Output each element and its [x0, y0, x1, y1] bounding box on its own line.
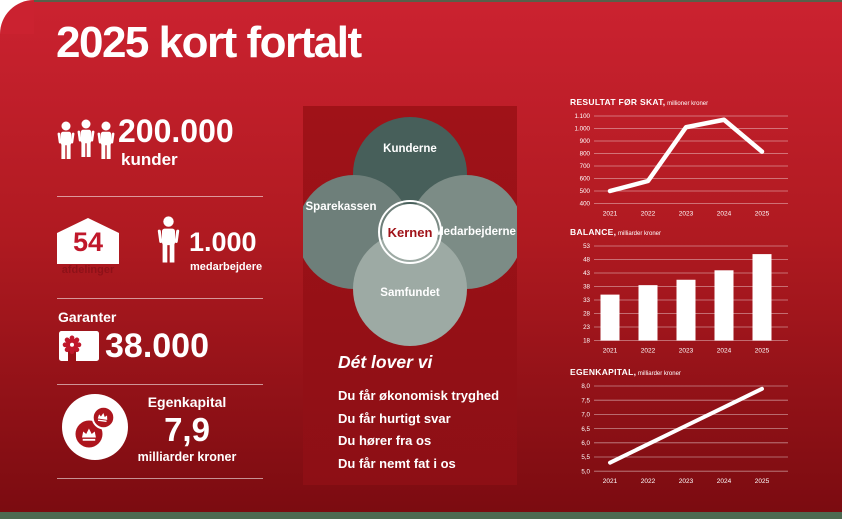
svg-text:2023: 2023	[679, 478, 694, 485]
egenkapital-label: milliarder kroner	[137, 450, 237, 464]
svg-text:38: 38	[583, 284, 590, 291]
person-icon	[157, 216, 180, 263]
medarbejdere-label: medarbejdere	[190, 261, 263, 273]
house-icon	[57, 218, 119, 264]
kunder-label: kunder	[121, 150, 178, 169]
award-icon	[59, 331, 99, 369]
egenkapital-value: 7,9	[164, 411, 210, 448]
svg-text:2024: 2024	[717, 478, 732, 485]
svg-text:500: 500	[580, 188, 591, 195]
svg-text:700: 700	[580, 163, 591, 170]
garanter-value: 38.000	[105, 327, 209, 365]
balance-plot: 53 48 43 38 33 28 23 18 2021 2022 2023 2024 2025	[583, 243, 788, 355]
svg-text:6,0: 6,0	[581, 440, 590, 447]
kunder-value: 200.000	[118, 113, 234, 149]
svg-text:2023: 2023	[679, 348, 694, 355]
svg-text:33: 33	[583, 297, 590, 304]
divider	[57, 298, 263, 299]
svg-text:7,5: 7,5	[581, 397, 590, 404]
svg-text:600: 600	[580, 176, 591, 183]
egenkapital-plot: 8,0 7,5 7,0 6,5 6,0 5,5 5,0 2021 2022 2023 2024 202…	[581, 383, 788, 485]
svg-text:5,5: 5,5	[581, 454, 590, 461]
garanter-heading: Garanter	[58, 309, 117, 325]
promises-heading: Dét lover vi	[338, 352, 433, 372]
svg-text:2024: 2024	[717, 348, 732, 355]
svg-text:2021: 2021	[603, 348, 618, 355]
svg-text:43: 43	[583, 270, 590, 277]
svg-text:2022: 2022	[641, 478, 656, 485]
people-icon	[57, 119, 115, 159]
svg-text:7,0: 7,0	[581, 412, 590, 419]
venn-label-right: Medarbejderne	[434, 226, 516, 238]
venn-label-top: Kunderne	[383, 143, 437, 155]
venn-label-bottom: Samfundet	[380, 287, 440, 299]
charts-column: RESULTAT FØR SKAT, millioner kroner 1.100…	[570, 0, 800, 519]
core-values-panel: Kunderne Sparekassen Medarbejderne Samfu…	[303, 106, 517, 485]
divider	[57, 196, 263, 197]
promise-item: Du får økonomisk tryghed	[338, 388, 500, 403]
svg-text:2025: 2025	[755, 478, 770, 485]
egenkapital-chart: EGENKAPITAL, milliarder kroner 8,0 7,5 7,0 6…	[570, 367, 795, 488]
svg-text:900: 900	[580, 138, 591, 145]
svg-text:2021: 2021	[603, 478, 618, 485]
afdelinger-label: afdelinger	[61, 264, 115, 276]
svg-text:2025: 2025	[755, 348, 770, 355]
egenkapital-chart-title: EGENKAPITAL, milliarder kroner	[570, 367, 681, 377]
egenkapital-heading: Egenkapital	[147, 394, 227, 410]
egenkapital-stat: Egenkapital 7,9 milliarder kroner	[131, 394, 243, 464]
promises-list: Du får økonomisk tryghed Du får hurtigt …	[338, 388, 499, 478]
promise-item: Du får nemt fat i os	[338, 455, 456, 471]
afdelinger-value: 54	[72, 227, 104, 257]
divider	[57, 478, 263, 479]
balance-chart-title: BALANCE, milliarder kroner	[570, 227, 662, 237]
svg-text:2022: 2022	[641, 211, 656, 218]
venn-center-badge: Kernen	[378, 200, 442, 264]
svg-text:2025: 2025	[755, 211, 770, 218]
svg-text:1.000: 1.000	[575, 126, 591, 133]
svg-text:1.100: 1.100	[575, 113, 591, 120]
coins-icon	[62, 394, 128, 460]
resultat-foer-skat-plot: 1.100 1.000 900 800 700 600 500 400 2021 2022 2023…	[575, 113, 788, 218]
svg-text:28: 28	[583, 311, 590, 318]
top-accent-line	[0, 0, 842, 2]
medarbejdere-value: 1.000	[189, 227, 257, 257]
page-corner	[0, 0, 34, 34]
svg-text:2023: 2023	[679, 211, 694, 218]
venn-label-left: Sparekassen	[305, 201, 377, 213]
footer-bar	[0, 512, 842, 519]
svg-text:48: 48	[583, 257, 590, 264]
promise-item: Du får hurtigt svar	[338, 410, 451, 426]
divider	[57, 384, 263, 385]
svg-text:6,5: 6,5	[581, 426, 590, 433]
resultat-foer-skat-chart-title: RESULTAT FØR SKAT, millioner kroner	[570, 97, 709, 107]
svg-text:18: 18	[583, 338, 590, 345]
svg-text:5,0: 5,0	[581, 468, 590, 475]
svg-text:400: 400	[580, 201, 591, 208]
svg-text:2024: 2024	[717, 211, 732, 218]
svg-text:8,0: 8,0	[581, 383, 590, 390]
promise-item: Du hører fra os	[338, 433, 432, 448]
venn-center-label: Kernen	[387, 224, 433, 240]
svg-text:2021: 2021	[603, 211, 618, 218]
balance-chart: BALANCE, milliarder kroner 53 48 43 38 33 28 23…	[570, 227, 795, 358]
resultat-foer-skat-chart: RESULTAT FØR SKAT, millioner kroner 1.100…	[570, 97, 795, 221]
svg-text:800: 800	[580, 151, 591, 158]
svg-text:53: 53	[583, 243, 590, 250]
svg-text:23: 23	[583, 324, 590, 331]
page-title: 2025 kort fortalt	[56, 18, 362, 67]
svg-text:2022: 2022	[641, 348, 656, 355]
branches-stat: 54 afdelinger	[57, 218, 119, 276]
